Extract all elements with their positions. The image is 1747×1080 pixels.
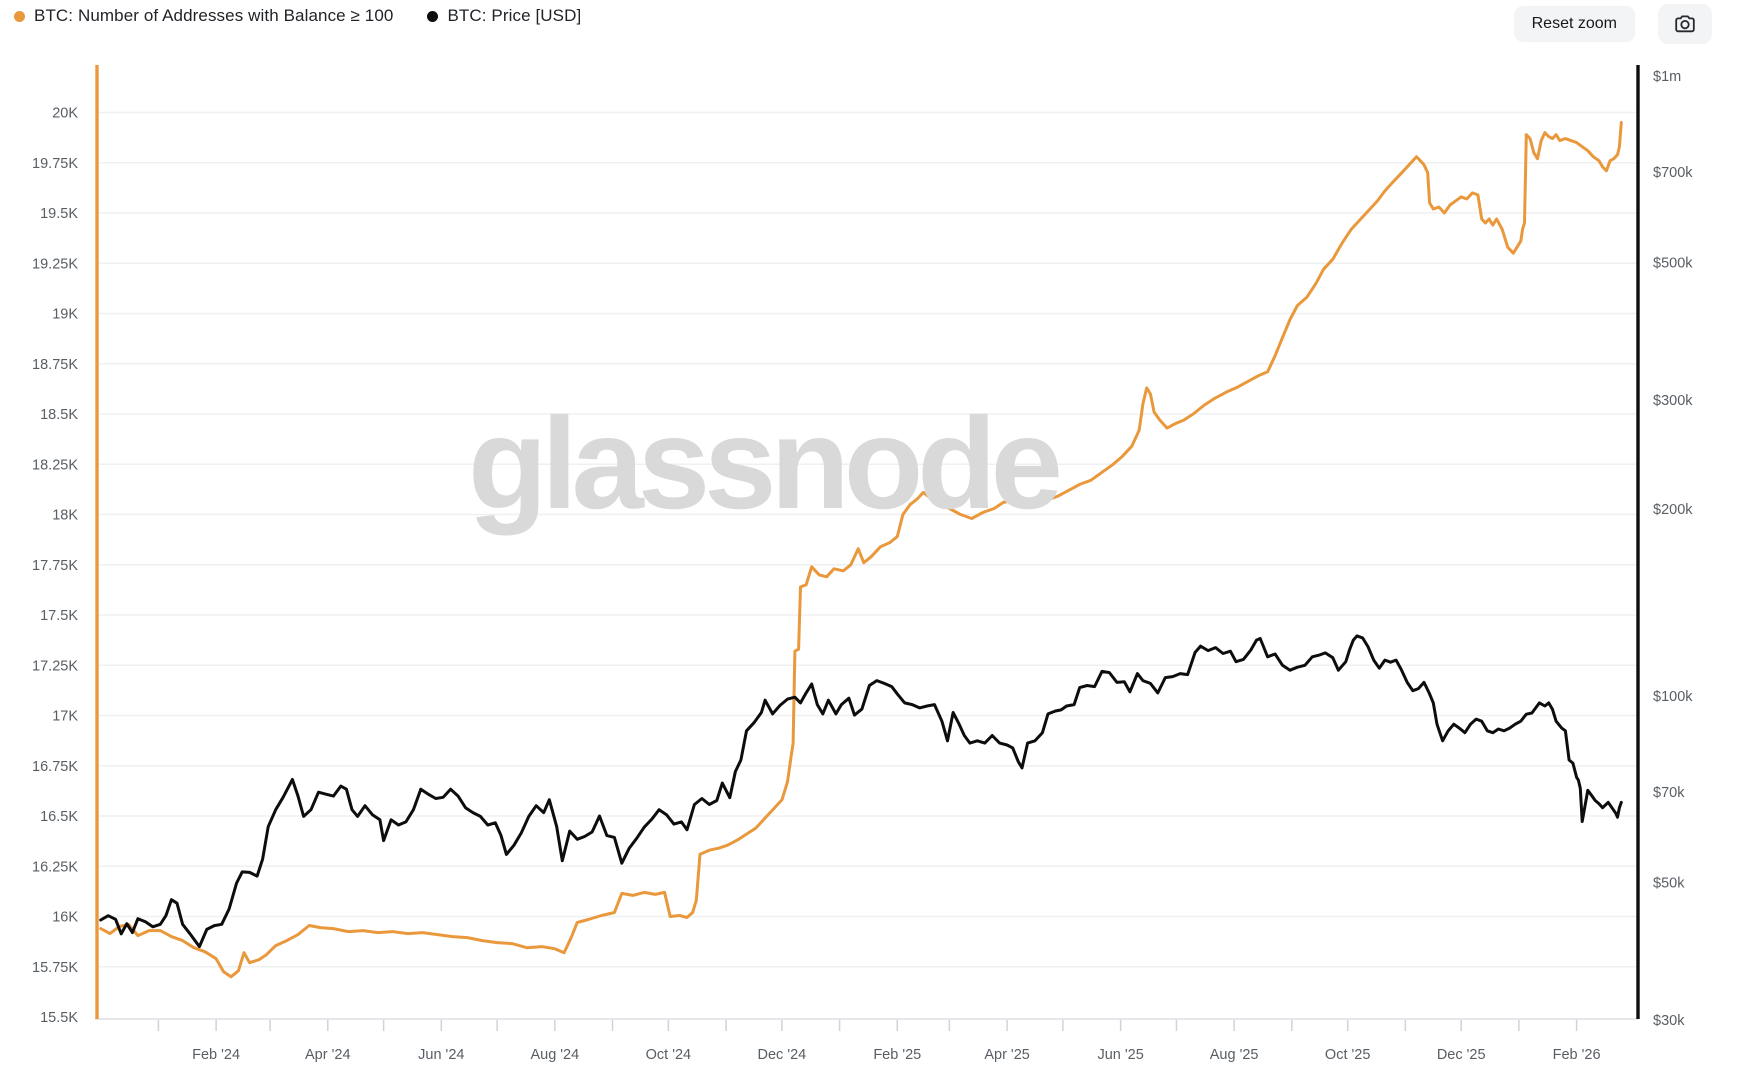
- x-tick-label: Apr '25: [984, 1047, 1030, 1063]
- right-axis-label: $500k: [1653, 255, 1693, 271]
- left-axis-label: 20K: [52, 106, 78, 122]
- legend-label-addresses: BTC: Number of Addresses with Balance ≥ …: [34, 6, 394, 25]
- series-line-0: [99, 121, 1623, 979]
- x-tick-label: Feb '24: [192, 1047, 240, 1063]
- x-tick-label: Aug '25: [1210, 1047, 1259, 1063]
- x-tick-label: Oct '25: [1325, 1047, 1370, 1063]
- x-tick-label: Jun '24: [418, 1047, 464, 1063]
- right-axis-label: $700k: [1653, 165, 1693, 181]
- legend-item-price[interactable]: BTC: Price [USD]: [427, 6, 581, 26]
- camera-icon: [1673, 12, 1697, 36]
- x-tick-label: Dec '25: [1437, 1047, 1486, 1063]
- left-axis-label: 18.5K: [40, 407, 78, 423]
- left-axis-label: 15.75K: [32, 960, 78, 976]
- legend-item-addresses[interactable]: BTC: Number of Addresses with Balance ≥ …: [14, 6, 393, 26]
- left-axis-line: [95, 65, 99, 1019]
- x-tick-label: Feb '26: [1553, 1047, 1601, 1063]
- left-axis-label: 17.5K: [40, 608, 78, 624]
- left-axis-label: 18.25K: [32, 457, 78, 473]
- left-axis-label: 16.5K: [40, 809, 78, 825]
- legend-dot-addresses-icon: [14, 10, 25, 22]
- left-axis-label: 17.25K: [32, 658, 78, 674]
- right-axis-label: $70k: [1653, 785, 1685, 801]
- series-line-1: [99, 634, 1623, 949]
- x-tick-label: Dec '24: [758, 1047, 807, 1063]
- legend: BTC: Number of Addresses with Balance ≥ …: [14, 6, 581, 26]
- x-tick-label: Feb '25: [873, 1047, 921, 1063]
- left-axis-label: 19K: [52, 307, 78, 323]
- left-axis-label: 18K: [52, 508, 78, 524]
- right-axis-label: $300k: [1653, 393, 1693, 409]
- toolbar: Reset zoom: [1513, 4, 1712, 44]
- left-axis-label: 15.5K: [40, 1010, 78, 1026]
- x-tick-label: Jun '25: [1097, 1047, 1143, 1063]
- right-axis-label: $50k: [1653, 875, 1685, 891]
- left-axis-label: 16.25K: [32, 859, 78, 875]
- left-axis-label: 19.75K: [32, 156, 78, 172]
- right-axis-label: $200k: [1653, 502, 1693, 518]
- legend-label-price: BTC: Price [USD]: [447, 6, 582, 25]
- left-axis-label: 16.75K: [32, 759, 78, 775]
- left-axis-label: 19.25K: [32, 256, 78, 272]
- x-tick-label: Apr '24: [305, 1047, 351, 1063]
- left-axis-label: 19.5K: [40, 206, 78, 222]
- legend-dot-price-icon: [427, 10, 439, 22]
- screenshot-button[interactable]: [1658, 4, 1712, 44]
- right-axis-line: [1636, 65, 1640, 1019]
- right-axis-label: $1m: [1653, 69, 1681, 85]
- x-tick-label: Aug '24: [530, 1047, 579, 1063]
- left-axis-label: 16K: [52, 910, 78, 926]
- reset-zoom-button[interactable]: Reset zoom: [1513, 6, 1635, 42]
- x-tick-label: Oct '24: [646, 1047, 691, 1063]
- right-axis-label: $30k: [1653, 1013, 1685, 1029]
- left-axis-label: 17.75K: [32, 558, 78, 574]
- left-axis-label: 18.75K: [32, 357, 78, 373]
- right-axis-label: $100k: [1653, 689, 1693, 705]
- left-axis-label: 17K: [52, 709, 78, 725]
